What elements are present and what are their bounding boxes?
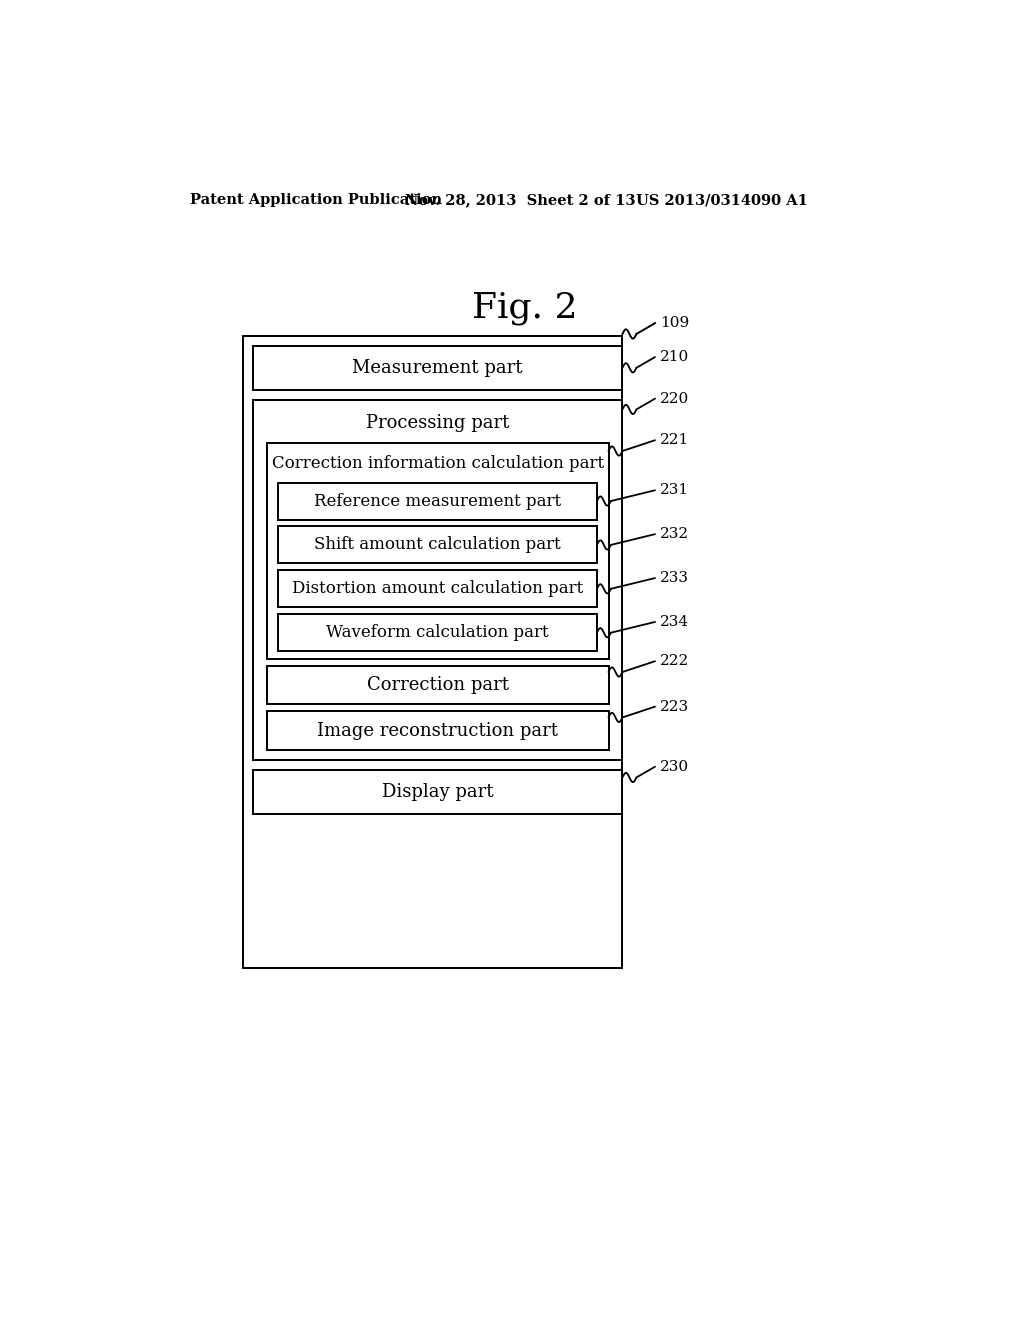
Text: 109: 109 [659,317,689,330]
Bar [266,444,608,659]
Text: 210: 210 [659,350,689,364]
Text: Image reconstruction part: Image reconstruction part [317,722,558,739]
Text: Patent Application Publication: Patent Application Publication [190,193,442,207]
Bar [279,527,597,564]
Text: Display part: Display part [382,783,494,801]
Bar [253,400,623,760]
Text: Correction information calculation part: Correction information calculation part [271,455,604,471]
Bar [243,335,623,969]
Text: Nov. 28, 2013  Sheet 2 of 13: Nov. 28, 2013 Sheet 2 of 13 [406,193,636,207]
Text: Fig. 2: Fig. 2 [472,290,578,325]
Bar [279,483,597,520]
Text: 221: 221 [659,433,689,447]
Text: Distortion amount calculation part: Distortion amount calculation part [292,581,584,598]
Text: US 2013/0314090 A1: US 2013/0314090 A1 [636,193,808,207]
Bar [266,665,608,705]
Text: 222: 222 [659,655,689,668]
Text: Processing part: Processing part [366,414,509,432]
Text: 230: 230 [659,760,689,774]
Text: Measurement part: Measurement part [352,359,523,376]
Text: 232: 232 [659,527,689,541]
Bar [279,614,597,651]
Text: Reference measurement part: Reference measurement part [314,492,561,510]
Bar [266,711,608,750]
Bar [253,346,623,391]
Text: Correction part: Correction part [367,676,509,694]
Text: 223: 223 [659,700,689,714]
Bar [279,570,597,607]
Text: 233: 233 [659,572,689,585]
Text: 231: 231 [659,483,689,498]
Text: Shift amount calculation part: Shift amount calculation part [314,536,561,553]
Text: 220: 220 [659,392,689,405]
Text: Waveform calculation part: Waveform calculation part [327,624,549,642]
Text: 234: 234 [659,615,689,628]
Bar [253,770,623,814]
